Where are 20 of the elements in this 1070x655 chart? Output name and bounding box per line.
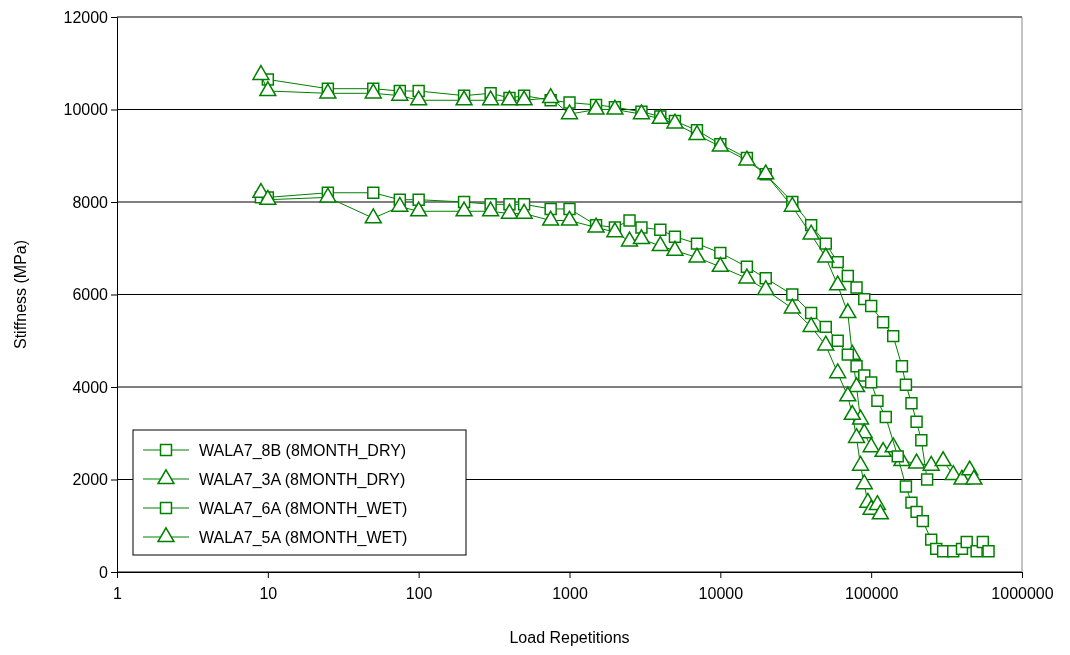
x-tick-label: 1 (113, 584, 123, 602)
x-tick-label: 1000000 (991, 584, 1054, 602)
y-tick-label: 8000 (72, 193, 109, 211)
x-tick-label: 100000 (844, 584, 899, 602)
y-axis-title: Stiffness (MPa) (12, 239, 29, 350)
y-tick-label: 4000 (72, 378, 109, 396)
x-axis-title: Load Repetitions (509, 629, 630, 646)
legend-label: WALA7_3A (8MONTH_DRY) (199, 471, 406, 489)
y-tick-label: 10000 (63, 101, 109, 119)
legend-label: WALA7_8B (8MONTH_DRY) (199, 442, 407, 460)
x-tick-label: 10 (259, 584, 278, 602)
x-tick-label: 10000 (698, 584, 744, 602)
x-tick-label: 100 (405, 584, 433, 602)
y-tick-label: 6000 (72, 286, 109, 304)
y-tick-label: 12000 (63, 8, 109, 26)
x-tick-label: 1000 (552, 584, 588, 602)
legend-label: WALA7_6A (8MONTH_WET) (199, 500, 408, 518)
y-tick-label: 0 (99, 563, 109, 581)
legend-label: WALA7_5A (8MONTH_WET) (199, 529, 408, 547)
y-tick-label: 2000 (72, 471, 109, 489)
